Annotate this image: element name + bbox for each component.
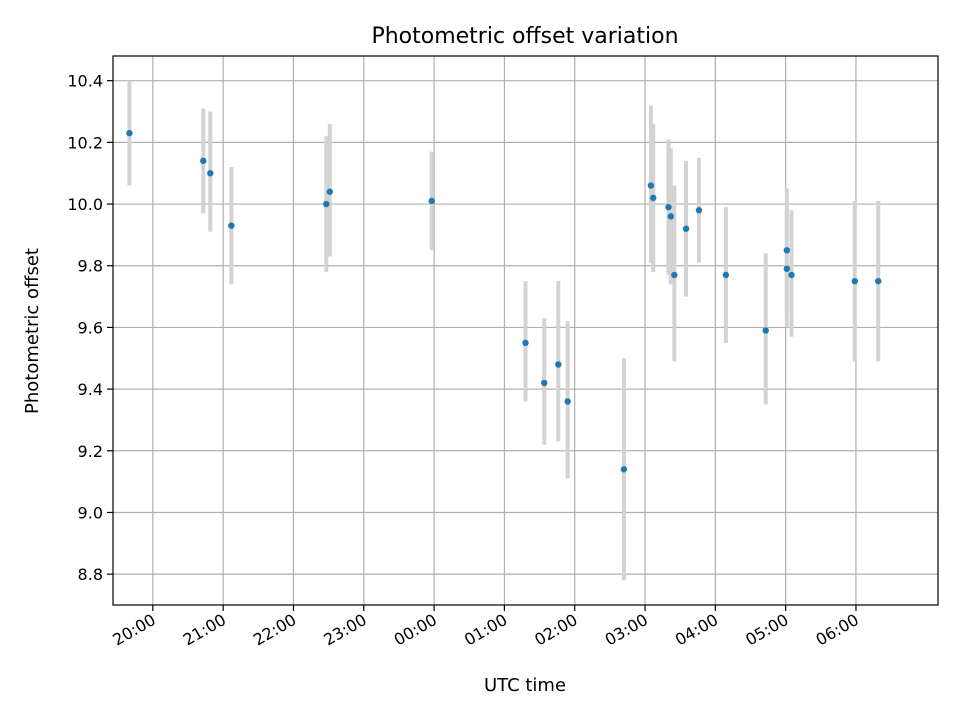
x-axis-label: UTC time bbox=[484, 675, 566, 696]
y-tick-label: 10.0 bbox=[67, 195, 103, 214]
x-tick-label: 01:00 bbox=[461, 610, 510, 650]
x-tick-label: 02:00 bbox=[531, 610, 580, 650]
data-point bbox=[762, 327, 769, 334]
y-tick-label: 10.2 bbox=[67, 133, 103, 152]
data-point bbox=[228, 222, 235, 229]
data-point bbox=[647, 182, 655, 189]
data-point bbox=[695, 207, 703, 214]
x-tick-label: 22:00 bbox=[250, 610, 299, 650]
y-tick-label: 9.6 bbox=[78, 318, 103, 337]
y-tick-label: 9.4 bbox=[78, 380, 103, 399]
data-point bbox=[555, 361, 562, 368]
x-tick-label: 21:00 bbox=[180, 610, 229, 650]
axis-ticks: 20:00 21:00 22:00 23:00 00:00 01:00 02:00 03:00… bbox=[67, 72, 862, 650]
data-point bbox=[428, 197, 435, 205]
data-point bbox=[788, 271, 795, 279]
plot-frame bbox=[112, 55, 939, 606]
x-tick-label: 04:00 bbox=[672, 610, 721, 650]
data-point bbox=[665, 203, 672, 211]
y-tick-label: 10.4 bbox=[67, 72, 103, 91]
data-point bbox=[541, 379, 548, 387]
data-point bbox=[323, 200, 330, 208]
data-point bbox=[200, 157, 207, 165]
data-point bbox=[620, 466, 628, 473]
y-tick-label: 9.0 bbox=[78, 503, 103, 522]
grid bbox=[113, 56, 938, 605]
y-axis-label: Photometric offset bbox=[22, 248, 43, 414]
data-point bbox=[783, 247, 791, 254]
data-point bbox=[851, 277, 858, 285]
data-point bbox=[126, 129, 133, 137]
x-tick-label: 23:00 bbox=[320, 610, 369, 650]
data-points bbox=[126, 129, 882, 473]
data-point bbox=[671, 271, 678, 279]
y-tick-label: 9.2 bbox=[78, 442, 103, 461]
data-point bbox=[722, 271, 730, 279]
data-point bbox=[667, 213, 675, 220]
data-point bbox=[207, 170, 214, 177]
data-point bbox=[326, 188, 333, 195]
data-point bbox=[783, 265, 791, 273]
y-tick-label: 8.8 bbox=[78, 565, 103, 584]
x-tick-label: 03:00 bbox=[602, 610, 651, 650]
x-tick-label: 00:00 bbox=[391, 610, 440, 650]
data-point bbox=[650, 194, 657, 202]
x-tick-label: 06:00 bbox=[813, 610, 862, 650]
data-point bbox=[522, 339, 529, 347]
chart-title: Photometric offset variation bbox=[371, 24, 678, 49]
x-tick-label: 20:00 bbox=[109, 610, 158, 650]
x-tick-label: 05:00 bbox=[742, 610, 791, 650]
data-point bbox=[564, 398, 571, 405]
data-point bbox=[682, 225, 690, 232]
data-point bbox=[875, 277, 882, 285]
y-tick-label: 9.8 bbox=[78, 257, 103, 276]
